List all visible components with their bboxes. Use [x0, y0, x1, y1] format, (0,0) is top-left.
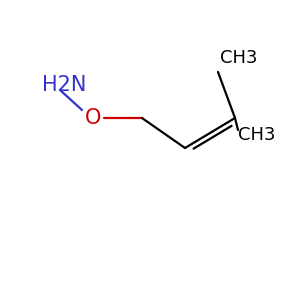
Text: CH3: CH3: [238, 126, 275, 144]
Text: O: O: [85, 108, 101, 128]
Text: CH3: CH3: [220, 49, 257, 67]
Text: H2N: H2N: [42, 75, 86, 95]
